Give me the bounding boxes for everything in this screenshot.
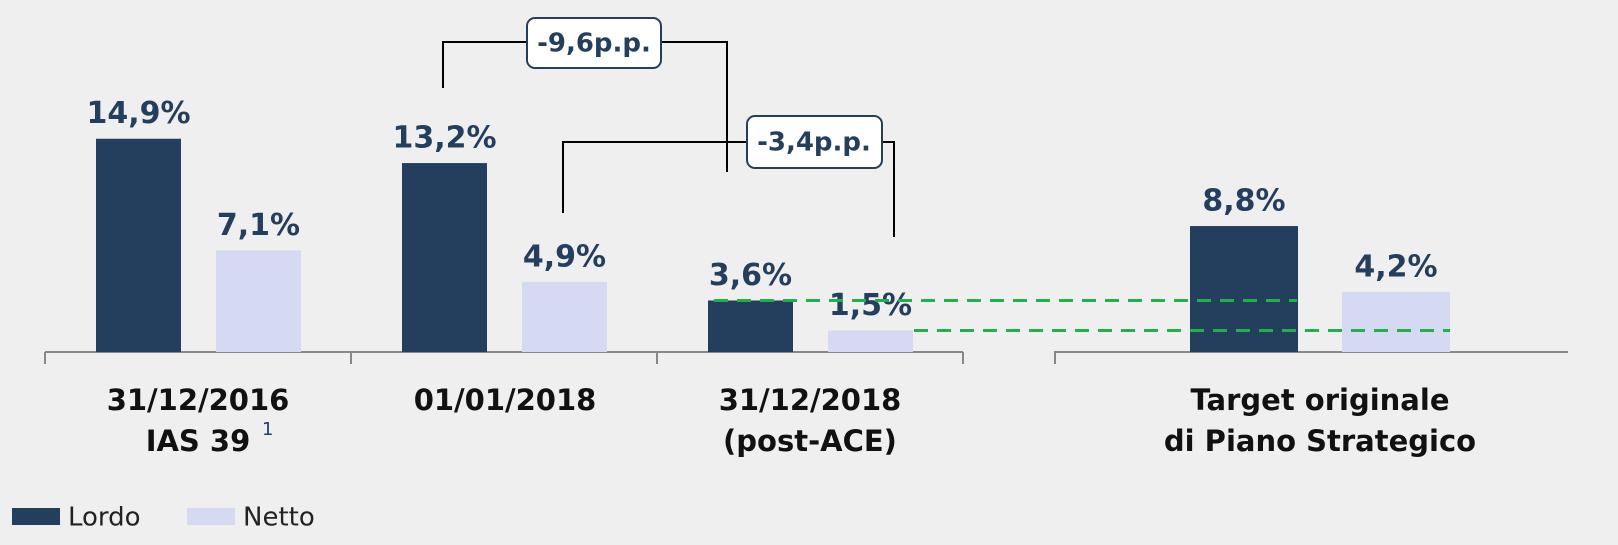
value-label: 4,2%	[1354, 249, 1437, 284]
legend-swatch	[12, 508, 60, 525]
x-axis	[44, 351, 1568, 364]
bar	[708, 300, 793, 352]
annotation-box	[526, 17, 662, 69]
bar	[828, 330, 913, 352]
value-label: 1,5%	[829, 288, 912, 323]
bar	[522, 281, 607, 352]
annotation: -9,6p.p.	[537, 29, 651, 59]
legend-label: Netto	[243, 503, 315, 533]
legend-label: Lordo	[68, 503, 141, 533]
bar	[216, 250, 301, 352]
bar	[96, 138, 181, 352]
bar	[1190, 226, 1298, 352]
annotation-box	[746, 115, 883, 169]
bar	[1342, 291, 1450, 352]
x-tick-label: Target originale	[1191, 383, 1450, 417]
annotation: -3,4p.p.	[757, 128, 871, 158]
x-tick-label: di Piano Strategico	[1164, 424, 1476, 458]
value-label: 13,2%	[392, 121, 496, 156]
value-label: 3,6%	[709, 258, 792, 293]
x-tick-label: (post-ACE)	[723, 424, 897, 458]
x-tick-label: 31/12/2018	[719, 383, 902, 417]
value-label: 8,8%	[1202, 184, 1285, 219]
x-tick-label: 01/01/2018	[414, 383, 597, 417]
value-label: 7,1%	[217, 208, 300, 243]
legend-swatch	[187, 508, 235, 525]
bracket	[562, 141, 895, 237]
bracket	[442, 41, 728, 172]
x-tick-label: IAS 39	[146, 424, 251, 458]
x-tick-label: 31/12/2016	[107, 383, 290, 417]
value-label: 4,9%	[523, 239, 606, 274]
footnote-mark: 1	[262, 419, 273, 440]
bar	[402, 163, 487, 352]
value-label: 14,9%	[86, 96, 190, 131]
